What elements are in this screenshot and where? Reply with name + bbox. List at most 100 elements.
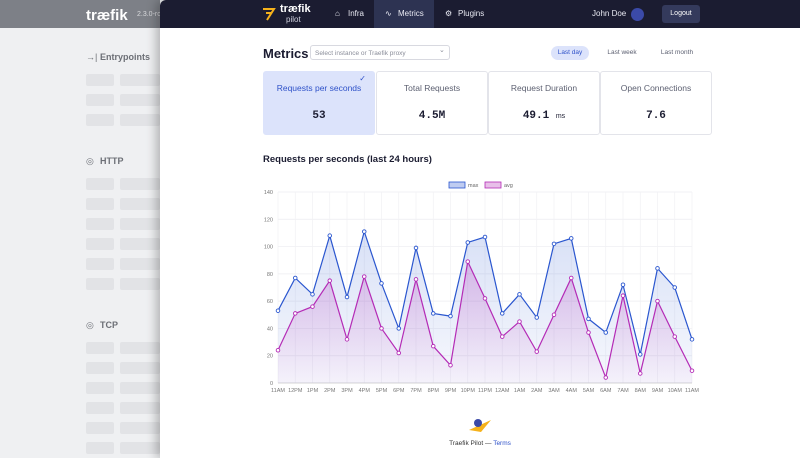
select-caret: ⌄ <box>439 47 445 54</box>
skeleton <box>86 442 114 454</box>
point <box>344 294 350 300</box>
skeleton <box>120 238 160 250</box>
card-value-row: 49.1 ms <box>489 110 599 122</box>
avatar[interactable] <box>631 8 644 21</box>
card-label: Total Requests <box>403 83 461 93</box>
point <box>396 326 401 331</box>
skeleton <box>86 382 114 394</box>
x-tick-label: 4AM <box>566 388 578 394</box>
x-tick-label: 7AM <box>617 388 629 394</box>
x-tick-label: 7PM <box>410 388 422 394</box>
point <box>603 330 609 335</box>
chart-title: Requests per seconds (last 24 hours) <box>263 154 432 165</box>
point <box>672 334 678 339</box>
sidebar-section: TCP <box>100 320 118 330</box>
x-tick-label: 4PM <box>359 388 371 394</box>
y-tick-label: 60 <box>267 299 273 305</box>
skeleton <box>86 178 114 190</box>
point <box>638 352 643 357</box>
point <box>586 330 591 335</box>
area-fill <box>278 261 692 383</box>
sidebar-section: HTTP <box>100 156 124 166</box>
point <box>482 296 488 301</box>
card-value: 7.6 <box>646 110 666 122</box>
x-tick-label: 10AM <box>668 388 683 394</box>
skeleton <box>86 114 114 126</box>
modal-panel: træfik pilot ⌂ Infra ∿ Metrics ⚙ Plugins… <box>160 0 800 458</box>
icon: ◎ <box>86 320 94 330</box>
point <box>586 316 591 322</box>
point <box>499 311 505 316</box>
y-tick-label: 80 <box>267 272 273 278</box>
metric-card[interactable]: ✓ Requests per seconds 53 <box>263 71 375 135</box>
instance-select[interactable]: Select instance or Traefik proxy <box>310 45 450 60</box>
point <box>293 275 298 281</box>
skeleton <box>86 422 114 434</box>
nav-icon: ∿ <box>385 9 392 18</box>
point <box>551 312 557 318</box>
y-tick-label: 20 <box>267 354 273 360</box>
x-tick-label: 8AM <box>635 388 647 394</box>
nav-link[interactable]: Plugins <box>458 9 485 18</box>
logout-button[interactable]: Logout <box>662 5 700 23</box>
point <box>689 337 695 342</box>
point <box>482 234 488 240</box>
card-value: 53 <box>312 110 326 122</box>
footer-logo <box>469 419 491 432</box>
point <box>517 319 522 324</box>
skeleton <box>120 422 160 434</box>
x-tick-label: 3PM <box>341 388 353 394</box>
nav-icon: ⌂ <box>335 9 340 18</box>
nav-active-bg <box>374 0 434 28</box>
skeleton <box>120 178 160 190</box>
point <box>465 259 470 264</box>
nav-icon: ⚙ <box>445 9 453 18</box>
skeleton <box>120 258 160 270</box>
legend-swatch <box>484 181 502 189</box>
nav-brand: træfik <box>280 3 311 15</box>
point <box>413 245 419 251</box>
skeleton <box>86 278 114 290</box>
logo-icon <box>263 8 276 21</box>
sidebar-header <box>0 0 160 28</box>
icon: →| <box>86 52 98 62</box>
skeleton <box>120 442 160 454</box>
x-tick-label: 3AM <box>548 388 560 394</box>
card-value: 49.1 <box>522 110 550 122</box>
metric-card[interactable]: Request Duration 49.1 ms <box>488 71 600 135</box>
nav-link[interactable]: Infra <box>348 9 365 18</box>
skeleton <box>86 74 114 86</box>
icon: ◎ <box>86 156 94 166</box>
metric-card[interactable]: Open Connections 7.6 <box>600 71 712 135</box>
x-tick-label: 9AM <box>652 388 664 394</box>
x-tick-label: 1PM <box>307 388 319 394</box>
point <box>275 348 281 353</box>
nav-link[interactable]: Metrics <box>398 9 424 18</box>
nav-brand-sub: pilot <box>286 15 301 24</box>
user-name[interactable]: John Doe <box>592 9 627 18</box>
skeleton <box>86 94 114 106</box>
card-label: Request Duration <box>510 83 578 93</box>
point <box>396 350 401 356</box>
x-tick-label: 2PM <box>324 388 336 394</box>
skeleton <box>120 114 160 126</box>
range-button[interactable]: Last day <box>551 46 589 60</box>
point <box>569 275 574 281</box>
skeleton <box>86 238 114 250</box>
footer-link[interactable]: Terms <box>493 440 511 447</box>
point <box>655 298 660 304</box>
sidebar-brand: træfik <box>86 7 128 24</box>
range-button[interactable]: Last week <box>607 49 637 56</box>
range-button[interactable]: Last month <box>660 49 694 56</box>
y-tick-label: 40 <box>267 326 273 332</box>
metric-card[interactable]: Total Requests 4.5M <box>376 71 488 135</box>
legend-swatch <box>448 181 466 189</box>
card-label: Open Connections <box>620 83 692 93</box>
x-tick-label: 11PM <box>478 388 492 394</box>
point <box>620 293 626 298</box>
x-tick-label: 6PM <box>393 388 405 394</box>
y-tick-label: 120 <box>264 217 273 223</box>
point <box>293 311 298 316</box>
